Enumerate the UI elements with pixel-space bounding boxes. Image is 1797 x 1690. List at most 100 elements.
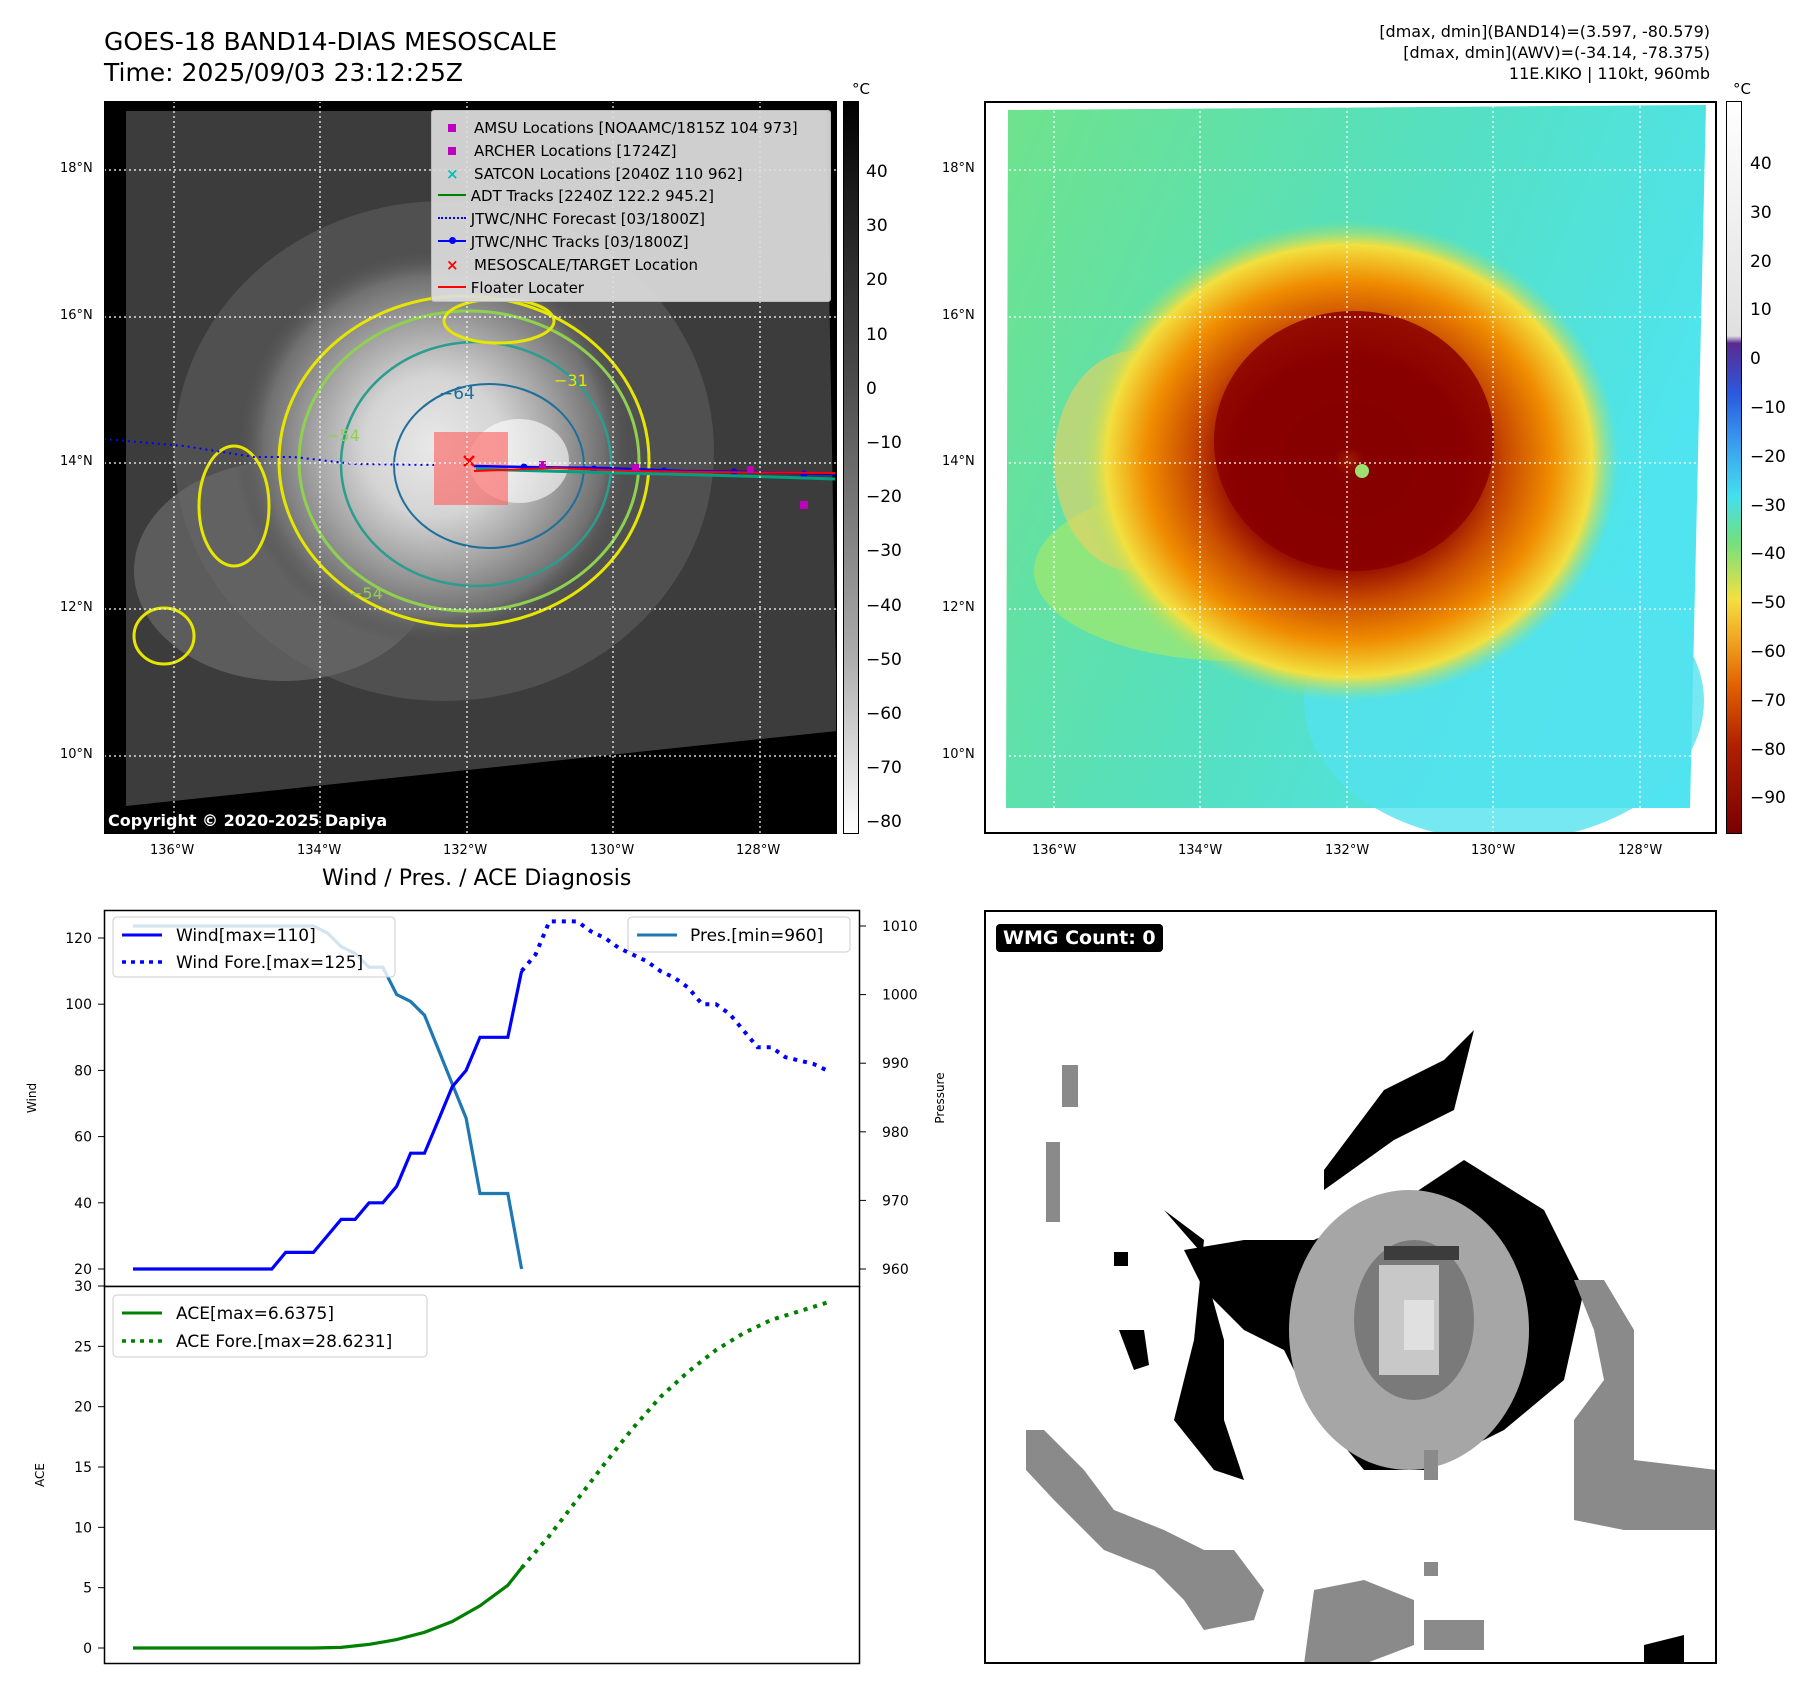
wind-ytick-label: 120	[65, 931, 92, 947]
pressure-ytick-label: 1010	[882, 919, 918, 935]
line-dot-marker-icon	[438, 236, 466, 244]
wind-legend: Wind[max=110] Wind Fore.[max=125]	[112, 916, 396, 978]
wmg-band-outer-1	[1324, 1030, 1474, 1190]
legend-item-jtwc-tracks: JTWC/NHC Tracks [03/1800Z]	[438, 231, 798, 254]
contour-label-1: −64	[439, 384, 475, 404]
pres-legend-label: Pres.[min=960]	[690, 926, 823, 946]
legend-item-satcon: × SATCON Locations [2040Z 110 962]	[446, 163, 798, 186]
dotted-line-icon	[438, 217, 466, 220]
contour-blue	[393, 383, 585, 549]
ace-fore-legend-label: ACE Fore.[max=28.6231]	[176, 1332, 392, 1352]
contour-lightgreen	[297, 309, 641, 613]
left-colorbar-ticks: 40 30 20 10 0 −10 −20 −30 −40 −50 −60 −70 −80	[866, 162, 902, 833]
ace-ytick-label: 15	[74, 1460, 92, 1476]
awv-lat-tick-16: 16°N	[942, 308, 975, 323]
contour-label-4: −54	[326, 426, 360, 445]
pressure-yticks: 960 970 980 990 1000 1010	[860, 919, 918, 1278]
wind-fore-legend-label: Wind Fore.[max=125]	[176, 953, 363, 973]
awv-map-panel	[984, 101, 1717, 841]
diagnosis-svg: 20 40 60 80 100 120 960 970 980 990 1000 1010 Wind…	[25, 909, 947, 1665]
lat-tick-12: 12°N	[60, 600, 93, 615]
legend-item-floater: Floater Locater	[438, 277, 798, 300]
ir-map-panel: −64 −31 −54 −54 Copyright © 2020-2025	[103, 101, 837, 834]
ace-legend: ACE[max=6.6375] ACE Fore.[max=28.6231]	[112, 1294, 428, 1358]
ace-ytick-label: 10	[74, 1520, 92, 1536]
ace-forecast-series	[520, 1300, 828, 1570]
info-line3: 11E.KIKO | 110kt, 960mb	[1508, 64, 1710, 83]
legend-item-archer: ARCHER Locations [1724Z]	[446, 140, 798, 163]
info-line1: [dmax, dmin](BAND14)=(3.597, -80.579)	[1379, 22, 1710, 41]
lon-tick-134: 134°W	[297, 843, 342, 858]
wmg-band-outer-3	[1164, 1210, 1244, 1480]
copyright-text: Copyright © 2020-2025 Dapiya	[108, 811, 388, 830]
wind-series	[133, 970, 524, 1271]
info-line2: [dmax, dmin](AWV)=(-34.14, -78.375)	[1403, 43, 1710, 62]
wmg-svg	[984, 910, 1717, 1664]
wind-ylabel: Wind	[25, 1083, 39, 1113]
wind-forecast-series	[520, 919, 828, 1073]
legend-item-mesoscale: × MESOSCALE/TARGET Location	[446, 254, 798, 277]
wmg-rainband-2	[1574, 1280, 1717, 1530]
ace-ytick-label: 5	[83, 1581, 92, 1597]
figure-title-line2: Time: 2025/09/03 23:12:25Z	[104, 58, 463, 87]
forecast-track	[103, 438, 435, 466]
awv-lat-tick-14: 14°N	[942, 454, 975, 469]
left-colorbar	[843, 101, 859, 834]
awv-lat-tick-10: 10°N	[942, 747, 975, 762]
awv-lon-tick-132: 132°W	[1325, 843, 1370, 858]
target-marker	[463, 455, 475, 467]
lon-tick-132: 132°W	[443, 843, 488, 858]
legend-item-amsu: AMSU Locations [NOAAMC/1815Z 104 973]	[446, 117, 798, 140]
wind-ytick-label: 80	[74, 1063, 92, 1079]
contour-label-3: −54	[349, 584, 383, 603]
right-colorbar	[1726, 101, 1742, 834]
pressure-ytick-label: 980	[882, 1125, 909, 1141]
pressure-ylabel: Pressure	[933, 1072, 947, 1123]
lon-tick-128: 128°W	[736, 843, 781, 858]
square-marker-icon	[448, 124, 456, 132]
right-colorbar-unit: °C	[1733, 80, 1751, 98]
awv-lat-tick-12: 12°N	[942, 600, 975, 615]
wmg-panel: WMG Count: 0	[984, 910, 1717, 1664]
wind-ytick-label: 40	[74, 1196, 92, 1212]
adt-track	[475, 467, 836, 481]
awv-lon-tick-128: 128°W	[1618, 843, 1663, 858]
wmg-rainband-1	[1026, 1430, 1264, 1630]
ir-map-legend: AMSU Locations [NOAAMC/1815Z 104 973] AR…	[431, 110, 831, 302]
lat-tick-18: 18°N	[60, 161, 93, 176]
ace-lines	[133, 1300, 828, 1650]
pres-legend: Pres.[min=960]	[627, 916, 851, 953]
ace-ytick-label: 25	[74, 1339, 92, 1355]
amsu-points	[539, 461, 808, 509]
storm-eye	[1355, 464, 1369, 478]
legend-item-adt: ADT Tracks [2240Z 122.2 945.2]	[438, 185, 798, 208]
pressure-ytick-label: 1000	[882, 988, 918, 1004]
square-marker-icon	[448, 146, 456, 155]
lat-tick-14: 14°N	[60, 454, 93, 469]
line-marker-icon	[438, 285, 466, 288]
left-colorbar-unit: °C	[852, 80, 870, 98]
x-marker-icon: ×	[446, 255, 459, 274]
line-marker-icon	[438, 194, 466, 197]
ace-ylabel: ACE	[33, 1463, 47, 1487]
lon-tick-130: 130°W	[590, 843, 635, 858]
ace-ytick-label: 20	[74, 1400, 92, 1416]
wind-ytick-label: 100	[65, 997, 92, 1013]
pressure-ytick-label: 960	[882, 1262, 909, 1278]
ace-ytick-label: 30	[74, 1279, 92, 1295]
right-colorbar-ticks: 40 30 20 10 0 −10 −20 −30 −40 −50 −60 −70 −80 −90	[1750, 154, 1786, 809]
wmg-count-badge: WMG Count: 0	[996, 924, 1163, 952]
wind-ytick-label: 60	[74, 1130, 92, 1146]
figure-title-line1: GOES-18 BAND14-DIAS MESOSCALE	[104, 27, 558, 56]
wind-legend-label: Wind[max=110]	[176, 926, 316, 946]
legend-item-forecast: JTWC/NHC Forecast [03/1800Z]	[438, 208, 798, 231]
x-marker-icon: ×	[446, 164, 459, 183]
lat-tick-16: 16°N	[60, 308, 93, 323]
awv-lon-tick-136: 136°W	[1032, 843, 1077, 858]
wind-yticks: 20 40 60 80 100 120	[65, 931, 104, 1278]
pressure-ytick-label: 970	[882, 1193, 909, 1209]
awv-lat-tick-18: 18°N	[942, 161, 975, 176]
pressure-ytick-label: 990	[882, 1056, 909, 1072]
ace-series	[133, 1566, 523, 1650]
awv-lon-tick-134: 134°W	[1178, 843, 1223, 858]
